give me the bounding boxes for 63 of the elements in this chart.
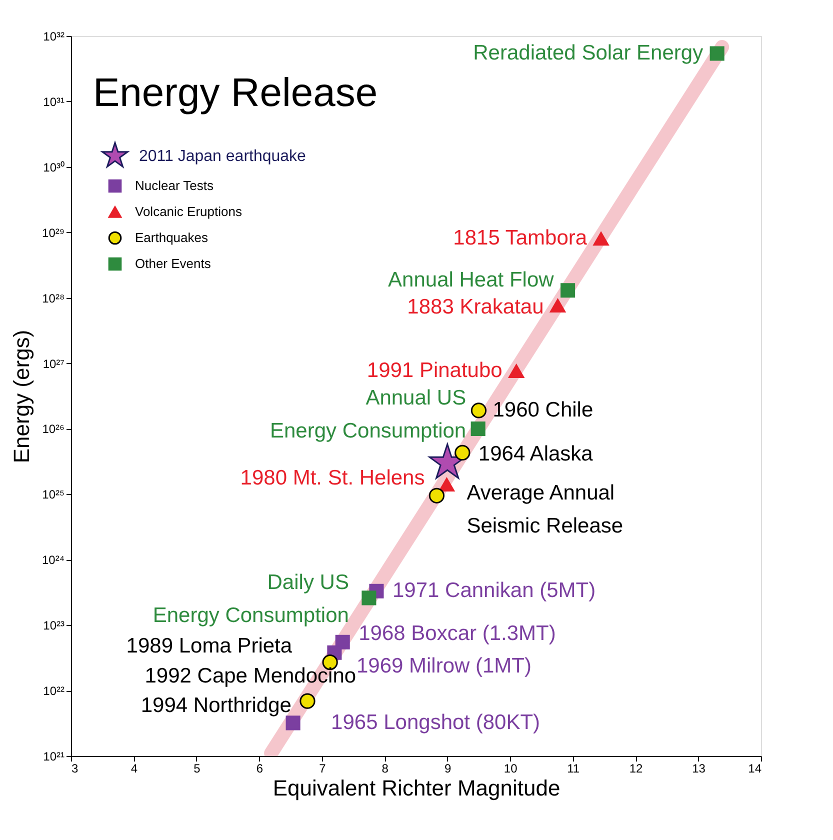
x-tick-label: 14 [748,762,762,776]
point [508,364,524,378]
annotation: 1980 Mt. St. Helens [240,466,425,490]
y-tick-label: 10²⁶ [42,422,65,436]
y-tick-label: 10²⁹ [42,226,64,240]
x-tick-label: 5 [194,762,201,776]
legend-label: Earthquakes [135,230,208,245]
x-tick-label: 7 [319,762,326,776]
x-tick-label: 3 [72,762,78,776]
x-axis-title: Equivalent Richter Magnitude [272,776,560,800]
x-tick-label: 10 [504,762,518,776]
annotation: Average Annual Seismic Release [466,482,624,538]
y-tick-label: 10²² [43,684,64,698]
annotation: 1815 Tambora [453,226,588,250]
point [428,488,445,504]
annotation: 1968 Boxcar (1.3MT) [358,622,556,646]
point [710,46,724,61]
legend-label: Other Events [135,256,212,271]
annotation: 1994 Northridge [140,694,292,718]
y-tick-label: 10³⁰ [43,160,64,174]
y-tick-label: 10²⁵ [42,488,65,502]
y-tick-label: 10²⁴ [42,553,64,568]
annotation: Annual Heat Flow [388,268,555,292]
annotation: 1964 Alaska [478,442,594,466]
y-tick-label: 10³² [43,30,64,44]
y-tick-label: 10²¹ [43,750,64,764]
point [362,590,376,606]
point [286,716,300,730]
y-tick-label: 10³¹ [43,94,64,109]
annotation: 1991 Pinatubo [366,359,502,382]
annotation: 1989 Loma Prieta [126,634,292,658]
annotation: 1971 Cannikan (5MT) [392,579,596,602]
annotation: Reradiated Solar Energy [473,42,704,65]
y-axis-title: Energy (ergs) [9,330,34,464]
point [470,421,486,436]
annotation: 1965 Longshot (80KT) [331,710,540,734]
annotation: 1992 Cape Mendocino [144,664,356,688]
annotation: Daily US Energy Consumption [152,570,349,627]
point [470,402,487,418]
y-tick-label: 10²⁸ [42,291,64,306]
x-tick-label: 13 [692,762,706,776]
point [454,444,470,461]
annotation: 1883 Krakatau [407,296,544,319]
annotation: 1960 Chile [492,398,594,422]
x-tick-label: 11 [567,762,580,776]
y-tick-label: 10²⁷ [42,356,64,371]
text: Energy Release [93,71,378,115]
annotation: 1969 Milrow (1MT) [356,654,532,678]
legend-label: Nuclear Tests [135,178,214,193]
x-tick-label: 4 [130,762,138,776]
x-tick-label: 8 [382,762,389,776]
x-tick-label: 9 [444,762,452,776]
point [593,232,609,246]
x-tick-label: 6 [256,762,264,776]
x-tick-label: 12 [629,762,644,776]
point [560,283,576,298]
y-tick-label: 10²³ [43,618,64,633]
legend-label: Volcanic Eruptions [135,204,242,219]
annotation: Annual US Energy Consumption [270,386,466,443]
point [300,693,316,709]
point [550,298,566,312]
legend-label: 2011 Japan earthquake [139,148,306,165]
point [438,478,455,492]
